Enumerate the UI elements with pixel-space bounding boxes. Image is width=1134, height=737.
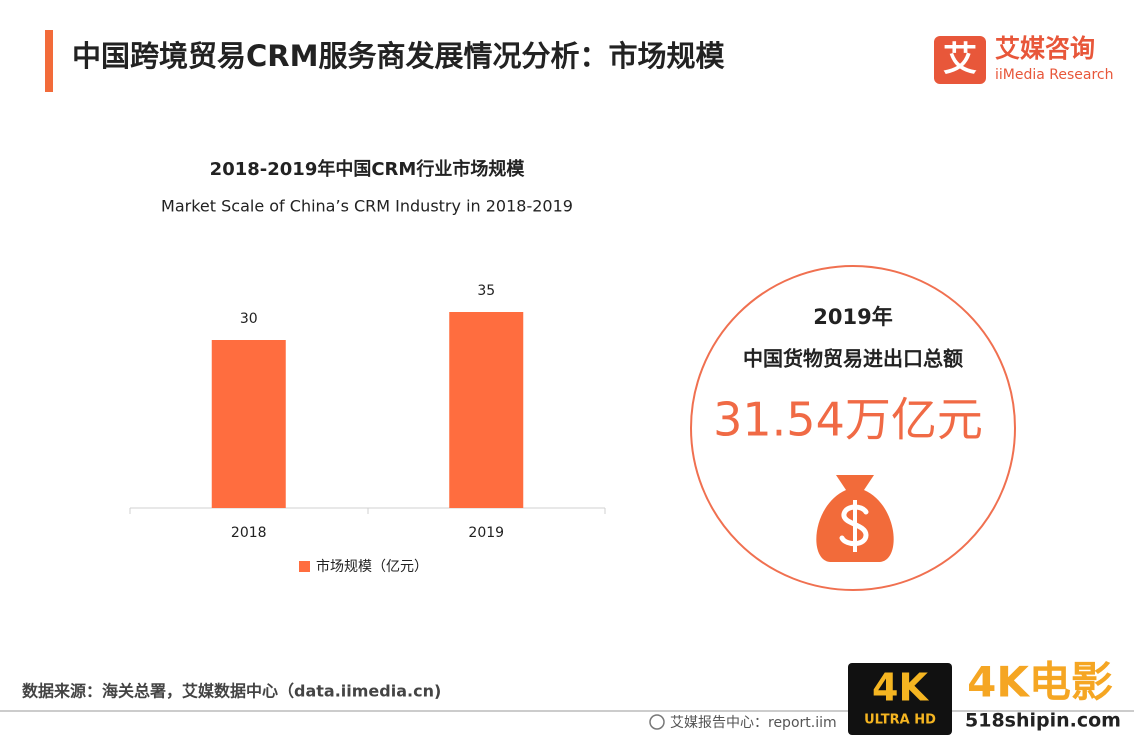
watermark-name: 4K电影	[967, 658, 1113, 707]
watermark-site: 518shipin.com	[965, 710, 1121, 732]
callout-year: 2019年	[813, 305, 892, 329]
legend-swatch	[299, 561, 310, 572]
logo-icon	[934, 36, 986, 84]
bar	[449, 312, 524, 508]
logo-name: 艾媒咨询	[995, 34, 1095, 63]
logo-icon-text: 艾	[943, 40, 977, 80]
data-label: 30	[240, 311, 258, 327]
plot: 2018 30 2019 35 市场规模（亿元）	[211, 283, 524, 575]
globe-icon	[649, 714, 665, 730]
watermark-badge	[848, 663, 952, 735]
watermark-badge-sub: ULTRA HD	[864, 713, 936, 728]
x-tick-label: 2018	[231, 525, 267, 541]
x-tick-label: 2019	[468, 525, 504, 541]
callout-value: 31.54万亿元	[713, 393, 983, 447]
page-title: 中国跨境贸易CRM服务商发展情况分析：市场规模	[72, 39, 725, 73]
legend-label: 市场规模（亿元）	[316, 558, 428, 575]
bar	[211, 340, 286, 508]
footer-text: 艾媒报告中心：report.iim	[670, 715, 837, 731]
chart-title: 2018-2019年中国CRM行业市场规模	[210, 158, 526, 180]
callout-label: 中国货物贸易进出口总额	[743, 347, 963, 371]
title-accent	[45, 30, 53, 92]
source-note: 数据来源：海关总署，艾媒数据中心（data.iimedia.cn)	[22, 682, 441, 701]
watermark-badge-text: 4K	[872, 666, 929, 710]
logo-subname: iiMedia Research	[995, 67, 1114, 83]
callout-circle	[690, 265, 1016, 591]
money-bag-icon	[816, 475, 894, 562]
chart-subtitle: Market Scale of China’s CRM Industry in …	[161, 197, 573, 216]
data-label: 35	[477, 283, 495, 299]
